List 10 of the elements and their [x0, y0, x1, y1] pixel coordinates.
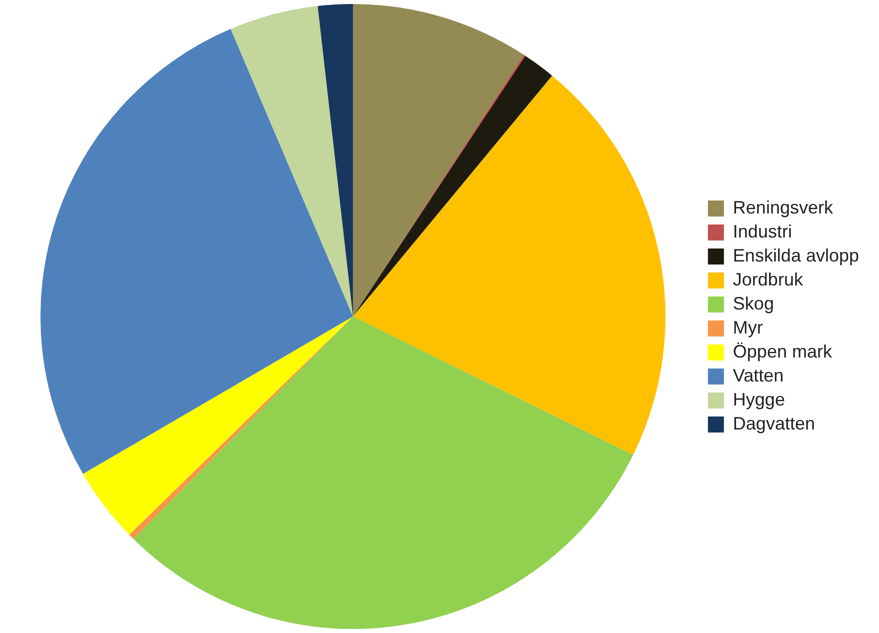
legend-label: Myr [732, 317, 763, 338]
legend-label: Öppen mark [732, 341, 833, 362]
legend-label: Skog [732, 293, 774, 314]
legend-label: Reningsverk [732, 197, 834, 218]
legend-label: Vatten [732, 365, 784, 386]
legend-label: Dagvatten [732, 413, 815, 434]
legend-label: Enskilda avlopp [732, 245, 860, 266]
legend-label: Hygge [732, 389, 785, 410]
legend-label: Industri [732, 221, 792, 242]
legend-label: Jordbruk [732, 269, 804, 290]
